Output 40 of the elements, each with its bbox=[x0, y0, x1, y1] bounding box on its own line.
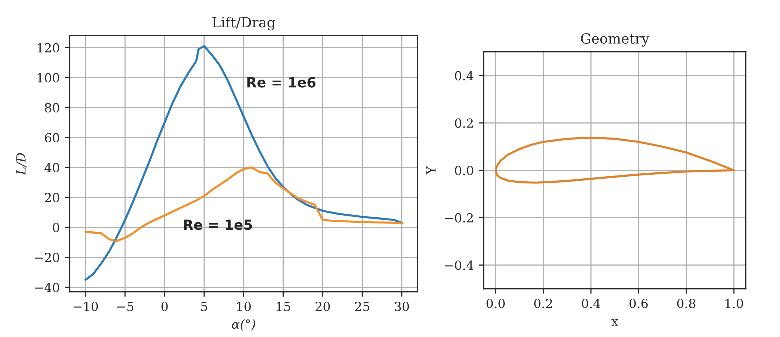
y-tick-label: −0.2 bbox=[445, 213, 474, 223]
line-series bbox=[84, 166, 404, 242]
y-tick-label: 0 bbox=[53, 223, 60, 233]
y-tick-label: −40 bbox=[35, 282, 60, 292]
x-tick-label: 0 bbox=[162, 302, 168, 312]
chart-title: Lift/Drag bbox=[212, 17, 276, 31]
x-axis-title: α(°) bbox=[232, 319, 256, 331]
y-tick-label: 0.2 bbox=[455, 118, 474, 128]
y-tick-label: 0.4 bbox=[455, 71, 474, 81]
x-tick-label: 0.0 bbox=[486, 298, 506, 308]
annotation: Re = 1e6 bbox=[248, 77, 316, 88]
y-tick-label: 60 bbox=[45, 133, 60, 143]
x-tick-label: 30 bbox=[395, 302, 410, 312]
x-tick-label: 0.6 bbox=[630, 298, 648, 308]
x-tick-label: 0.8 bbox=[677, 298, 696, 308]
y-tick-label: 20 bbox=[45, 193, 60, 203]
x-tick-label: 1.0 bbox=[726, 298, 744, 308]
x-tick-label: 20 bbox=[316, 302, 330, 312]
annotation: Re = 1e5 bbox=[184, 220, 252, 230]
y-axis-title: Y bbox=[426, 166, 436, 175]
x-tick-label: 25 bbox=[355, 302, 370, 312]
y-axis-title: L/D bbox=[16, 153, 27, 176]
x-tick-label: 0.4 bbox=[582, 298, 601, 308]
line-series bbox=[494, 136, 736, 184]
x-tick-label: 10 bbox=[237, 302, 252, 312]
y-tick-label: 0.0 bbox=[455, 166, 474, 176]
y-tick-label: 40 bbox=[44, 163, 60, 173]
x-tick-label: 15 bbox=[277, 302, 290, 312]
chart-title: Geometry bbox=[581, 33, 650, 47]
line-series bbox=[84, 45, 404, 282]
y-tick-label: −20 bbox=[35, 253, 60, 262]
x-tick-label: 0.2 bbox=[534, 298, 552, 308]
y-tick-label: −0.4 bbox=[445, 260, 474, 270]
y-tick-label: 100 bbox=[38, 73, 60, 83]
y-tick-label: 80 bbox=[45, 103, 60, 113]
x-tick-label: −5 bbox=[117, 302, 134, 312]
x-tick-label: −10 bbox=[74, 302, 98, 312]
x-tick-label: 5 bbox=[201, 302, 208, 312]
y-tick-label: 120 bbox=[38, 43, 60, 53]
x-axis-title: x bbox=[612, 319, 618, 326]
